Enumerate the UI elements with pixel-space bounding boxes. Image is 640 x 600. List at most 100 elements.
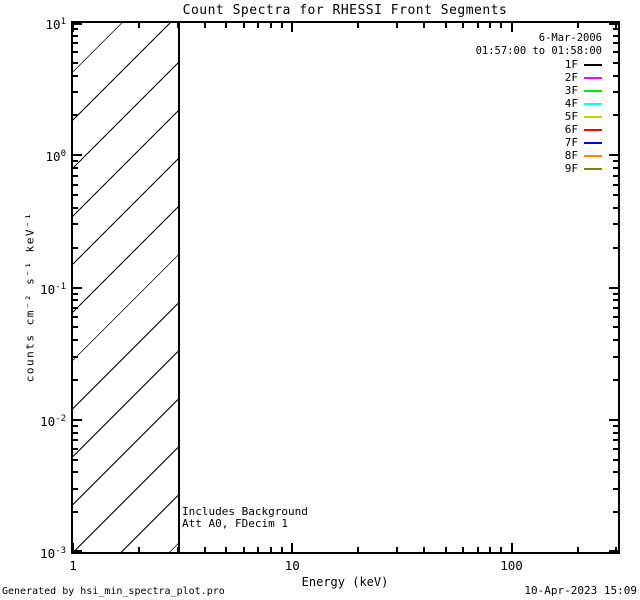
legend-color-line (584, 76, 602, 79)
x-tick (204, 23, 206, 28)
x-tick (462, 23, 464, 28)
y-tick (613, 511, 618, 513)
legend-entry-label: 3F (564, 84, 578, 97)
y-tick (613, 439, 618, 441)
legend-color-line (584, 63, 602, 66)
legend-entry: 2F (476, 71, 602, 84)
y-tick (73, 448, 78, 450)
y-tick (613, 448, 618, 450)
y-tick (613, 62, 618, 64)
y-tick (73, 28, 78, 30)
x-tick (577, 547, 579, 552)
y-tick (613, 356, 618, 358)
x-tick (138, 23, 140, 28)
legend-date: 6-Mar-2006 (538, 32, 602, 44)
y-tick (613, 207, 618, 209)
y-tick (613, 488, 618, 490)
y-tick (73, 432, 78, 434)
y-tick (73, 326, 78, 328)
x-tick (489, 23, 491, 28)
legend-entry-label: 7F (564, 136, 578, 149)
y-tick (73, 316, 78, 318)
y-tick (73, 439, 78, 441)
x-tick (225, 23, 227, 28)
y-tick (73, 471, 78, 473)
y-tick (613, 326, 618, 328)
x-tick (281, 23, 283, 28)
legend-color-line (584, 102, 602, 105)
x-tick (177, 547, 179, 552)
y-tick (613, 316, 618, 318)
y-tick (73, 307, 78, 309)
y-tick (613, 425, 618, 427)
x-tick (423, 23, 425, 28)
y-tick (609, 23, 618, 25)
x-tick (204, 547, 206, 552)
x-tick (445, 23, 447, 28)
legend-color-line (584, 128, 602, 131)
legend: 6-Mar-2006 01:57:00 to 01:58:00 1F 2F 3F 4F… (476, 32, 602, 175)
x-tick (257, 547, 259, 552)
legend-entry-label: 1F (564, 58, 578, 71)
y-tick (613, 293, 618, 295)
legend-entry: 4F (476, 97, 602, 110)
y-tick (73, 488, 78, 490)
y-tick (609, 287, 618, 289)
y-tick-label: 101 (45, 17, 66, 33)
y-tick (73, 287, 82, 289)
x-tick (445, 547, 447, 552)
legend-entry: 7F (476, 136, 602, 149)
x-tick (511, 23, 513, 32)
y-tick (73, 223, 78, 225)
legend-color-line (584, 141, 602, 144)
x-tick (72, 543, 74, 552)
x-tick (281, 547, 283, 552)
y-tick (73, 299, 78, 301)
x-tick (357, 23, 359, 28)
legend-entry: 9F (476, 162, 602, 175)
x-tick-label: 100 (500, 558, 523, 573)
y-tick (613, 75, 618, 77)
y-tick (73, 356, 78, 358)
legend-color-line (584, 167, 602, 170)
y-tick (613, 194, 618, 196)
legend-entry: 3F (476, 84, 602, 97)
plot-area: 6-Mar-2006 01:57:00 to 01:58:00 1F 2F 3F 4F… (71, 21, 620, 554)
y-tick (73, 247, 78, 249)
y-tick (613, 223, 618, 225)
y-tick (73, 550, 82, 552)
x-tick (511, 543, 513, 552)
x-tick (462, 547, 464, 552)
y-tick-label: 10-2 (40, 413, 66, 429)
x-tick (138, 547, 140, 552)
legend-entry-label: 5F (564, 110, 578, 123)
x-tick (577, 23, 579, 28)
y-tick (613, 339, 618, 341)
y-tick (73, 114, 78, 116)
y-tick (613, 175, 618, 177)
y-tick (73, 419, 82, 421)
y-tick (613, 379, 618, 381)
y-tick (613, 247, 618, 249)
legend-color-line (584, 115, 602, 118)
x-tick (500, 23, 502, 28)
legend-entry-label: 4F (564, 97, 578, 110)
y-tick (73, 459, 78, 461)
y-tick (73, 184, 78, 186)
x-tick (243, 23, 245, 28)
x-tick (291, 23, 293, 32)
y-tick (613, 160, 618, 162)
legend-entry-label: 8F (564, 149, 578, 162)
y-tick (73, 339, 78, 341)
y-tick (73, 379, 78, 381)
y-tick (73, 293, 78, 295)
y-tick (73, 511, 78, 513)
y-tick-label: 10-1 (40, 281, 66, 297)
x-tick (291, 543, 293, 552)
y-tick (609, 154, 618, 156)
y-tick (613, 471, 618, 473)
y-tick (613, 167, 618, 169)
legend-entry-label: 6F (564, 123, 578, 136)
y-tick (613, 28, 618, 30)
